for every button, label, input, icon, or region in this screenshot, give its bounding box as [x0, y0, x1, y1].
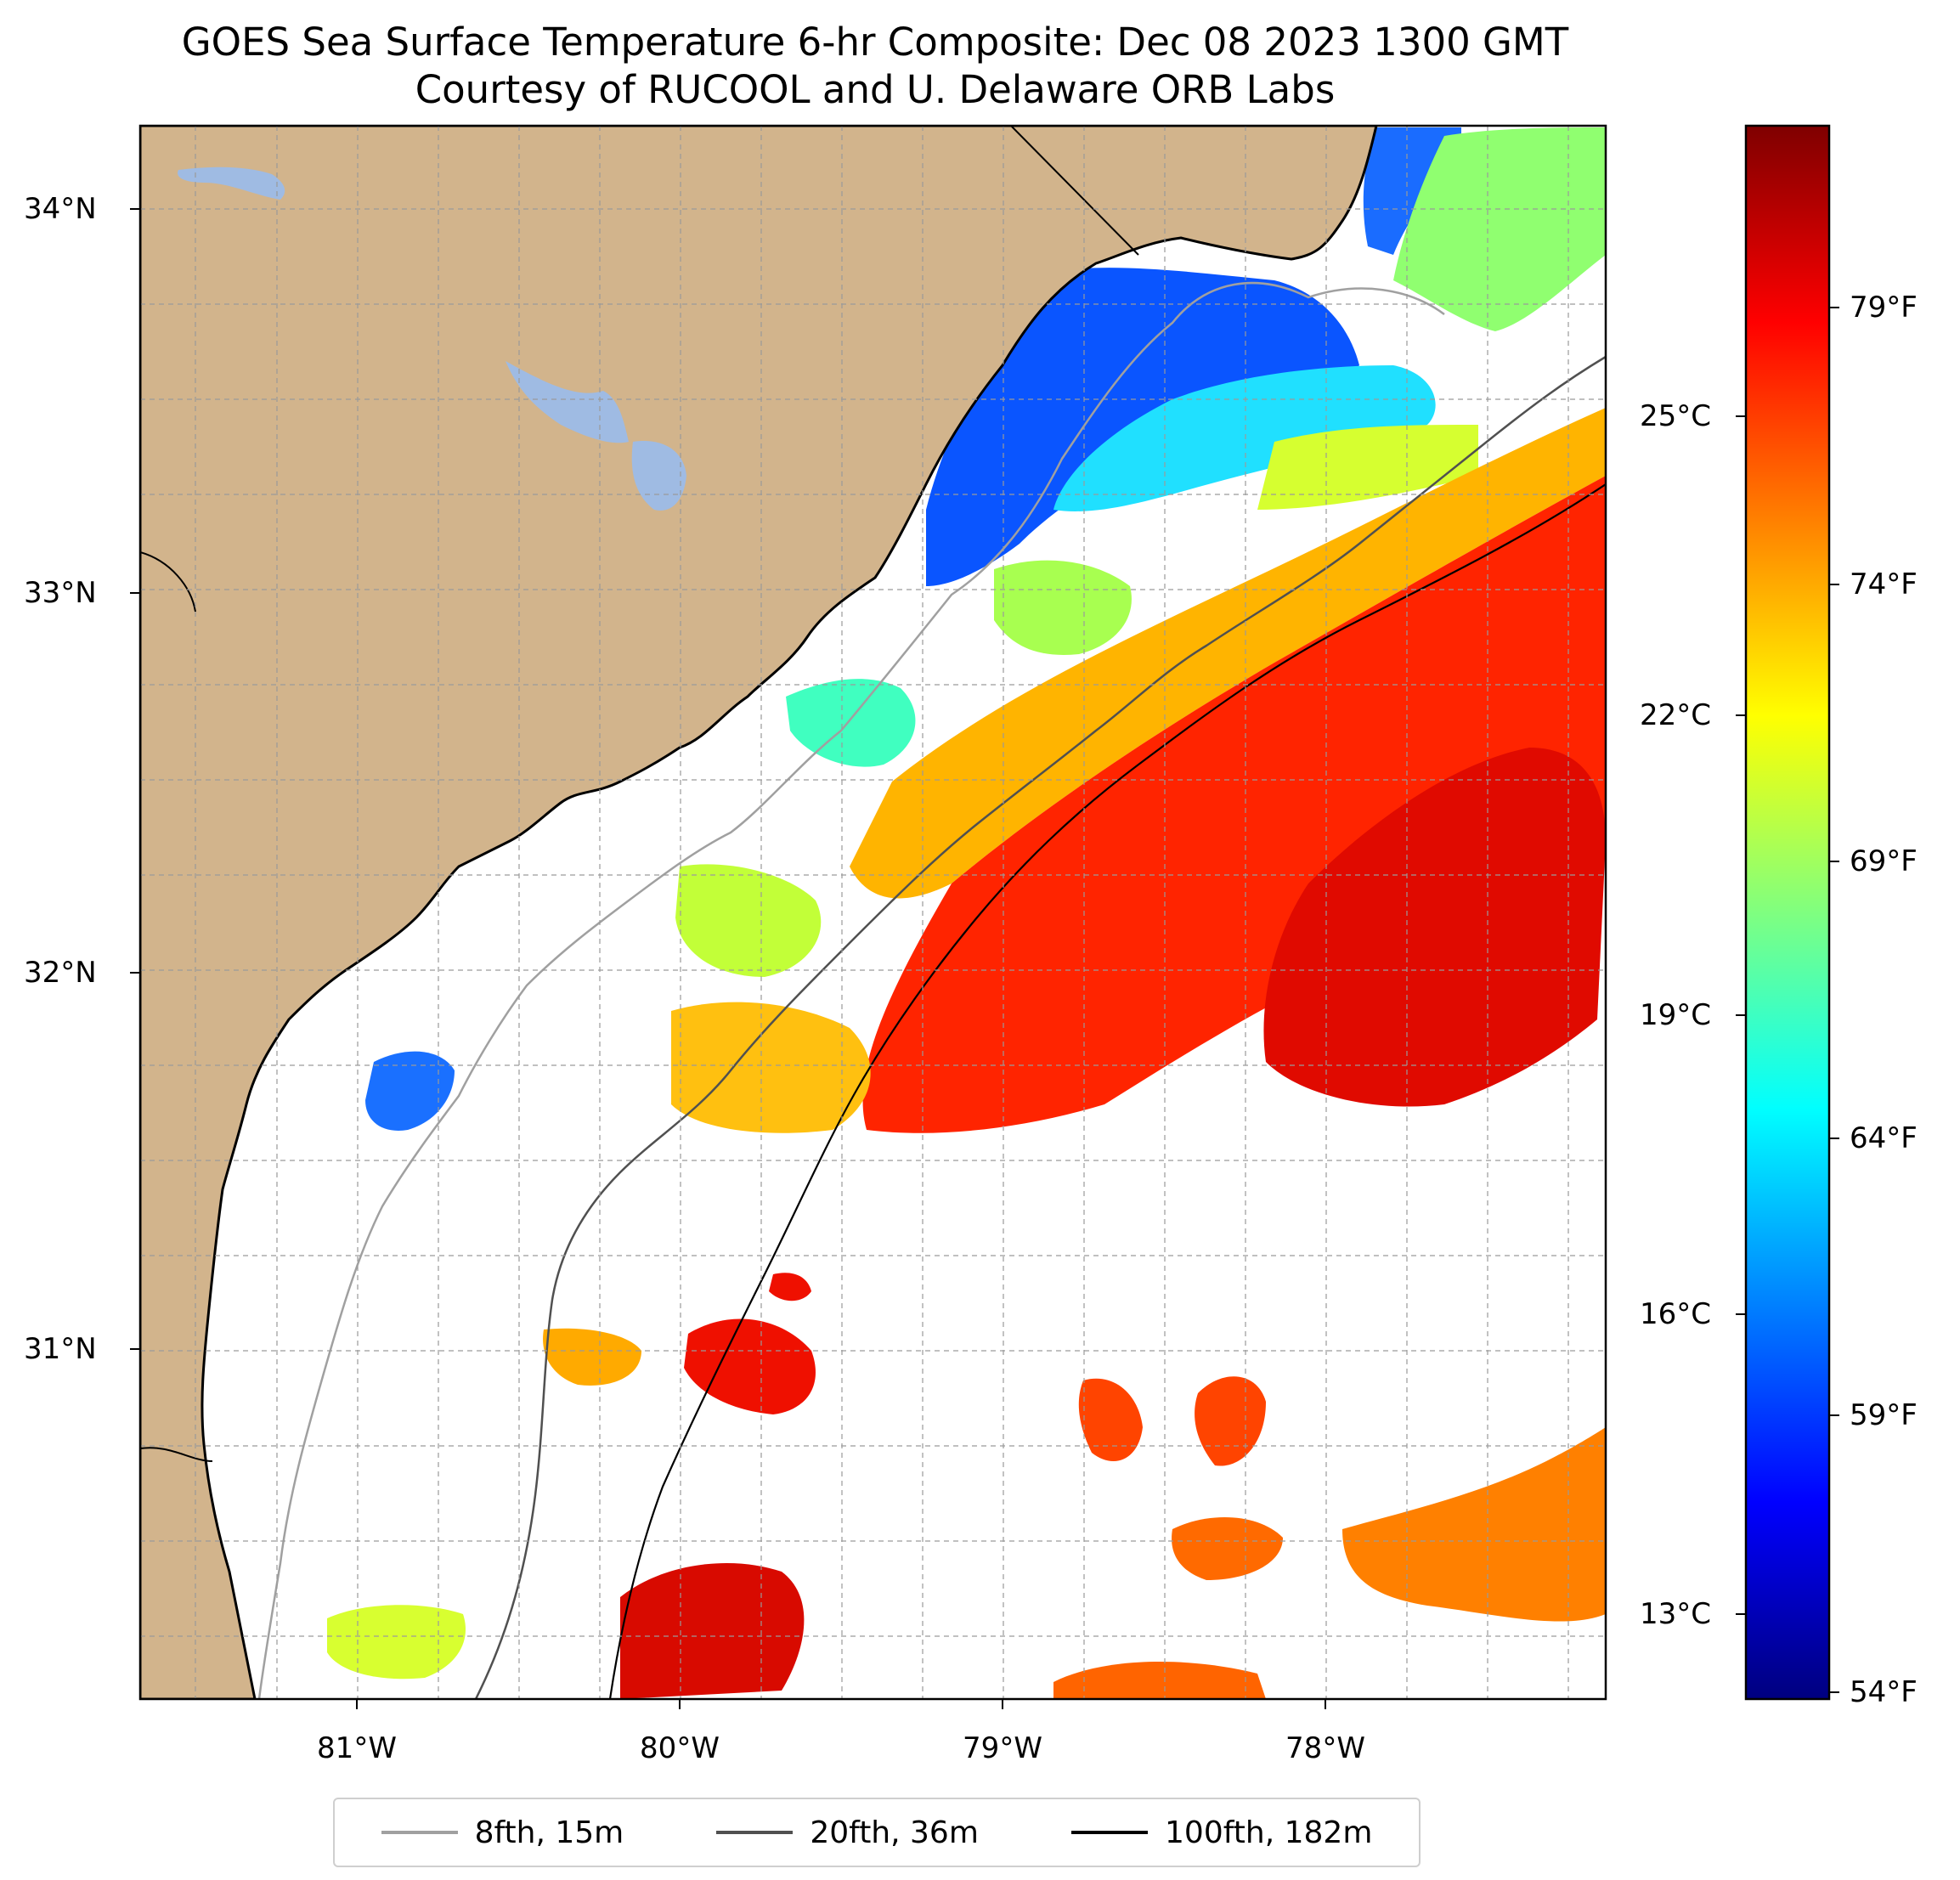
sst-patch-mid-green — [994, 560, 1132, 655]
sst-patch-coastal-blue — [365, 1051, 455, 1131]
colorbar-fahrenheit-79: 79°F — [1850, 291, 1918, 325]
sst-patch-southeast-orange — [1342, 1427, 1606, 1622]
colorbar-celsius-22: 22°C — [1640, 698, 1712, 732]
sst-patch-gulfstream-red — [862, 476, 1606, 1133]
legend-label-15m: 8fth, 15m — [474, 1815, 624, 1850]
colorbar-fahrenheit-59: 59°F — [1850, 1398, 1918, 1432]
sst-patch-northeast-green — [1393, 127, 1606, 331]
legend-swatch-15m — [381, 1831, 458, 1834]
plot-frame — [138, 124, 1607, 1701]
sst-patch-west-orange — [671, 1002, 871, 1133]
isobath-15m — [257, 281, 1445, 1699]
colorbar-fahrenheit-74: 74°F — [1850, 567, 1918, 601]
legend-label-36m: 20fth, 36m — [810, 1815, 979, 1850]
isobath-36m — [474, 355, 1606, 1699]
chart-subtitle: Courtesy of RUCOOL and U. Delaware ORB L… — [415, 67, 1336, 112]
axis-ticks — [130, 208, 1326, 1709]
sst-patch-south-red2 — [769, 1273, 811, 1301]
sst-patch-north-cyan — [1053, 365, 1436, 511]
legend-swatch-36m — [716, 1831, 794, 1834]
colorbar-fahrenheit-69: 69°F — [1850, 844, 1918, 878]
lat-label-33: 33°N — [24, 576, 97, 610]
lat-label-32: 32°N — [24, 956, 97, 990]
sst-patch-south-orange — [543, 1328, 641, 1386]
sst-patch-bottom-greenyellow — [327, 1605, 466, 1680]
colorbar-fahrenheit-64: 64°F — [1850, 1121, 1918, 1155]
sst-patch-south-orangered — [1078, 1378, 1143, 1461]
colorbar-fahrenheit-54: 54°F — [1850, 1675, 1918, 1709]
sst-patch-north-yellow — [1257, 425, 1478, 510]
land-mainland — [140, 126, 1378, 1699]
legend-swatch-182m — [1071, 1831, 1149, 1834]
lon-label-81: 81°W — [317, 1731, 397, 1765]
colorbar — [1744, 124, 1831, 1701]
state-border-south — [140, 1447, 213, 1462]
colorbar-celsius-25: 25°C — [1640, 399, 1712, 433]
isobath-legend: 8fth, 15m 20fth, 36m 100fth, 182m — [333, 1798, 1421, 1867]
lake-moultrie — [631, 441, 686, 511]
lon-label-78: 78°W — [1285, 1731, 1365, 1765]
lat-label-31: 31°N — [24, 1332, 97, 1366]
sst-patch-south-red — [684, 1318, 816, 1414]
sst-patch-south-orange2 — [1172, 1517, 1283, 1580]
lat-label-34: 34°N — [24, 192, 97, 226]
state-border-west — [140, 551, 196, 613]
chart-title: GOES Sea Surface Temperature 6-hr Compos… — [181, 20, 1569, 65]
sst-patch-southeast-darkred — [1263, 748, 1606, 1107]
isobath-182m — [608, 483, 1606, 1699]
colorbar-celsius-13: 13°C — [1640, 1597, 1712, 1631]
legend-label-182m: 100fth, 182m — [1165, 1815, 1373, 1850]
state-border — [1010, 126, 1139, 256]
sst-patch-bottom-darkred — [620, 1563, 805, 1699]
legend-item-15m: 8fth, 15m — [381, 1815, 624, 1850]
lon-label-80: 80°W — [640, 1731, 720, 1765]
legend-item-182m: 100fth, 182m — [1071, 1815, 1372, 1850]
sst-patch-west-greenyellow — [675, 864, 822, 977]
lake-northwest — [178, 167, 285, 200]
sst-patch-south-orangered2 — [1195, 1376, 1266, 1466]
colorbar-celsius-16: 16°C — [1640, 1297, 1712, 1331]
gridlines — [140, 126, 1606, 1699]
colorbar-ticks — [1736, 307, 1839, 1693]
colorbar-celsius-19: 19°C — [1640, 998, 1712, 1032]
legend-item-36m: 20fth, 36m — [716, 1815, 979, 1850]
lake-marion — [506, 361, 629, 443]
sst-patch-bottom-orange — [1053, 1662, 1266, 1699]
lon-label-79: 79°W — [963, 1731, 1042, 1765]
sst-patch-mid-cyan — [786, 679, 916, 767]
